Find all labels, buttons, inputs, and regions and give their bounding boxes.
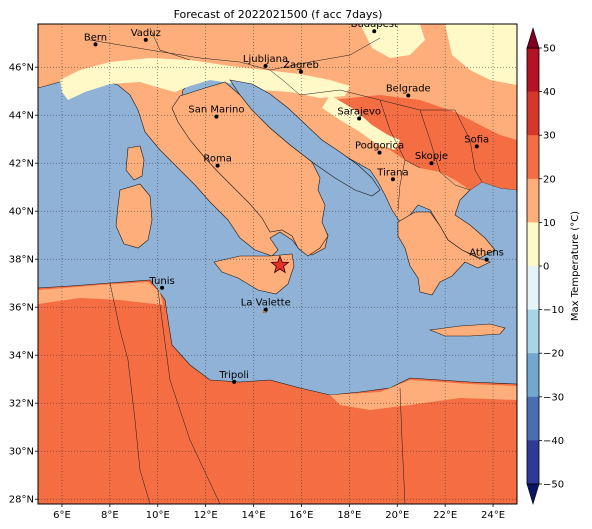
colorbar-tick-label: −30 [543,392,564,403]
ne-cold-2 [445,24,517,85]
lon-tick-label: 8°E [101,510,119,521]
city-dot [429,161,434,166]
lat-tick-label: 42°N [9,159,34,170]
colorbar-band [527,222,539,267]
city-dot [232,379,237,384]
ne-cold-1 [360,24,425,58]
city-label: Budapest [351,19,398,30]
city-label: Roma [203,154,232,165]
city-dot [215,163,220,168]
city-label: Bern [84,32,107,43]
colorbar-band [527,309,539,354]
city-dot [390,177,395,182]
lon-tick-label: 6°E [53,510,71,521]
city-dot [484,257,489,262]
greece-land [397,211,491,296]
colorbar-band [527,266,539,311]
colorbar-band [527,440,539,485]
city-dot [160,285,165,290]
colorbar-band [527,135,539,180]
event-marker-star-icon [270,255,290,274]
lat-tick-label: 36°N [9,303,34,314]
colorbar-tick-label: 10 [543,218,556,229]
city-label: Sofia [464,134,489,145]
city-label: Sarajevo [337,107,381,118]
colorbar-band [527,91,539,136]
colorbar-tick-label: 40 [543,87,556,98]
lon-tick-label: 16°E [289,510,313,521]
balkans-warm [330,95,517,190]
colorbar-tick-label: −50 [543,480,564,491]
city-dot [93,42,98,47]
city-dot [263,307,268,312]
city-label: Tirana [376,167,408,178]
lat-tick-label: 28°N [9,495,34,506]
lat-tick-label: 30°N [9,447,34,458]
lat-tick-label: 32°N [9,399,34,410]
city-label: Tunis [148,276,174,287]
city-dot [143,37,148,42]
city-label: Athens [469,248,504,259]
tunisia-light-band [38,282,163,305]
city-dot [372,29,377,34]
colorbar-tick-label: −40 [543,436,564,447]
colorbar-tick-label: −10 [543,305,564,316]
map-frame [37,23,518,505]
city-label: La Valette [241,298,291,309]
axis-ticks: 6°E 8°E 10°E 12°E 14°E 16°E 18°E 20°E 22°E 24°E 28… [9,63,505,521]
city-label: Zagreb [283,60,319,71]
lon-tick-label: 10°E [146,510,170,521]
lon-tick-label: 12°E [194,510,218,521]
colorbar-tick-label: −20 [543,349,564,360]
libya-light-patch [330,380,517,410]
city-label: Vaduz [131,28,161,39]
colorbar-band [527,178,539,223]
city-label: Podgorica [355,141,404,152]
city-label: Tripoli [218,370,249,381]
colorbar-band [527,48,539,93]
city-dot [298,69,303,74]
city-label: Skopje [415,151,448,162]
city-label: Belgrade [386,84,431,95]
colorbar-band [527,396,539,441]
lat-tick-label: 46°N [9,63,34,74]
lat-tick-label: 44°N [9,111,34,122]
lat-tick-label: 38°N [9,255,34,266]
colorbar-tick-label: 30 [543,131,556,142]
sardinia-land [115,183,153,249]
city-dot [406,93,411,98]
dinaric-cold [322,95,400,150]
colorbar-tick-label: 50 [543,44,556,55]
city-dot [377,150,382,155]
city-dot [263,64,268,68]
colorbar-tick-label: 20 [543,174,556,185]
city-dot [214,114,219,119]
colorbar-band [527,353,539,398]
alps-cold [60,58,350,100]
lon-tick-label: 14°E [242,510,266,521]
lon-tick-label: 18°E [337,510,361,521]
colorbar-max-extend [526,26,540,49]
city-label: San Marino [188,105,244,116]
lat-tick-label: 34°N [9,351,34,362]
city-label: Ljubljana [243,54,288,65]
city-dot [474,144,479,149]
map-title: Forecast of 2022021500 (f acc 7days) [174,8,383,21]
lat-tick-label: 40°N [9,207,34,218]
italy-land [171,81,329,257]
lon-tick-label: 22°E [433,510,457,521]
lon-tick-label: 24°E [481,510,505,521]
city-dot [357,116,362,121]
lat-lon-grid [38,24,517,504]
lon-tick-label: 20°E [385,510,409,521]
colorbar-min-extend [526,483,540,506]
colorbar-label: Max Temperature (°C) [570,211,581,321]
colorbar-tick-label: 0 [543,262,549,273]
colorbar: 50 40 30 20 10 0 −10 −20 −30 −40 −50 [526,26,564,506]
crete-land [428,323,506,337]
